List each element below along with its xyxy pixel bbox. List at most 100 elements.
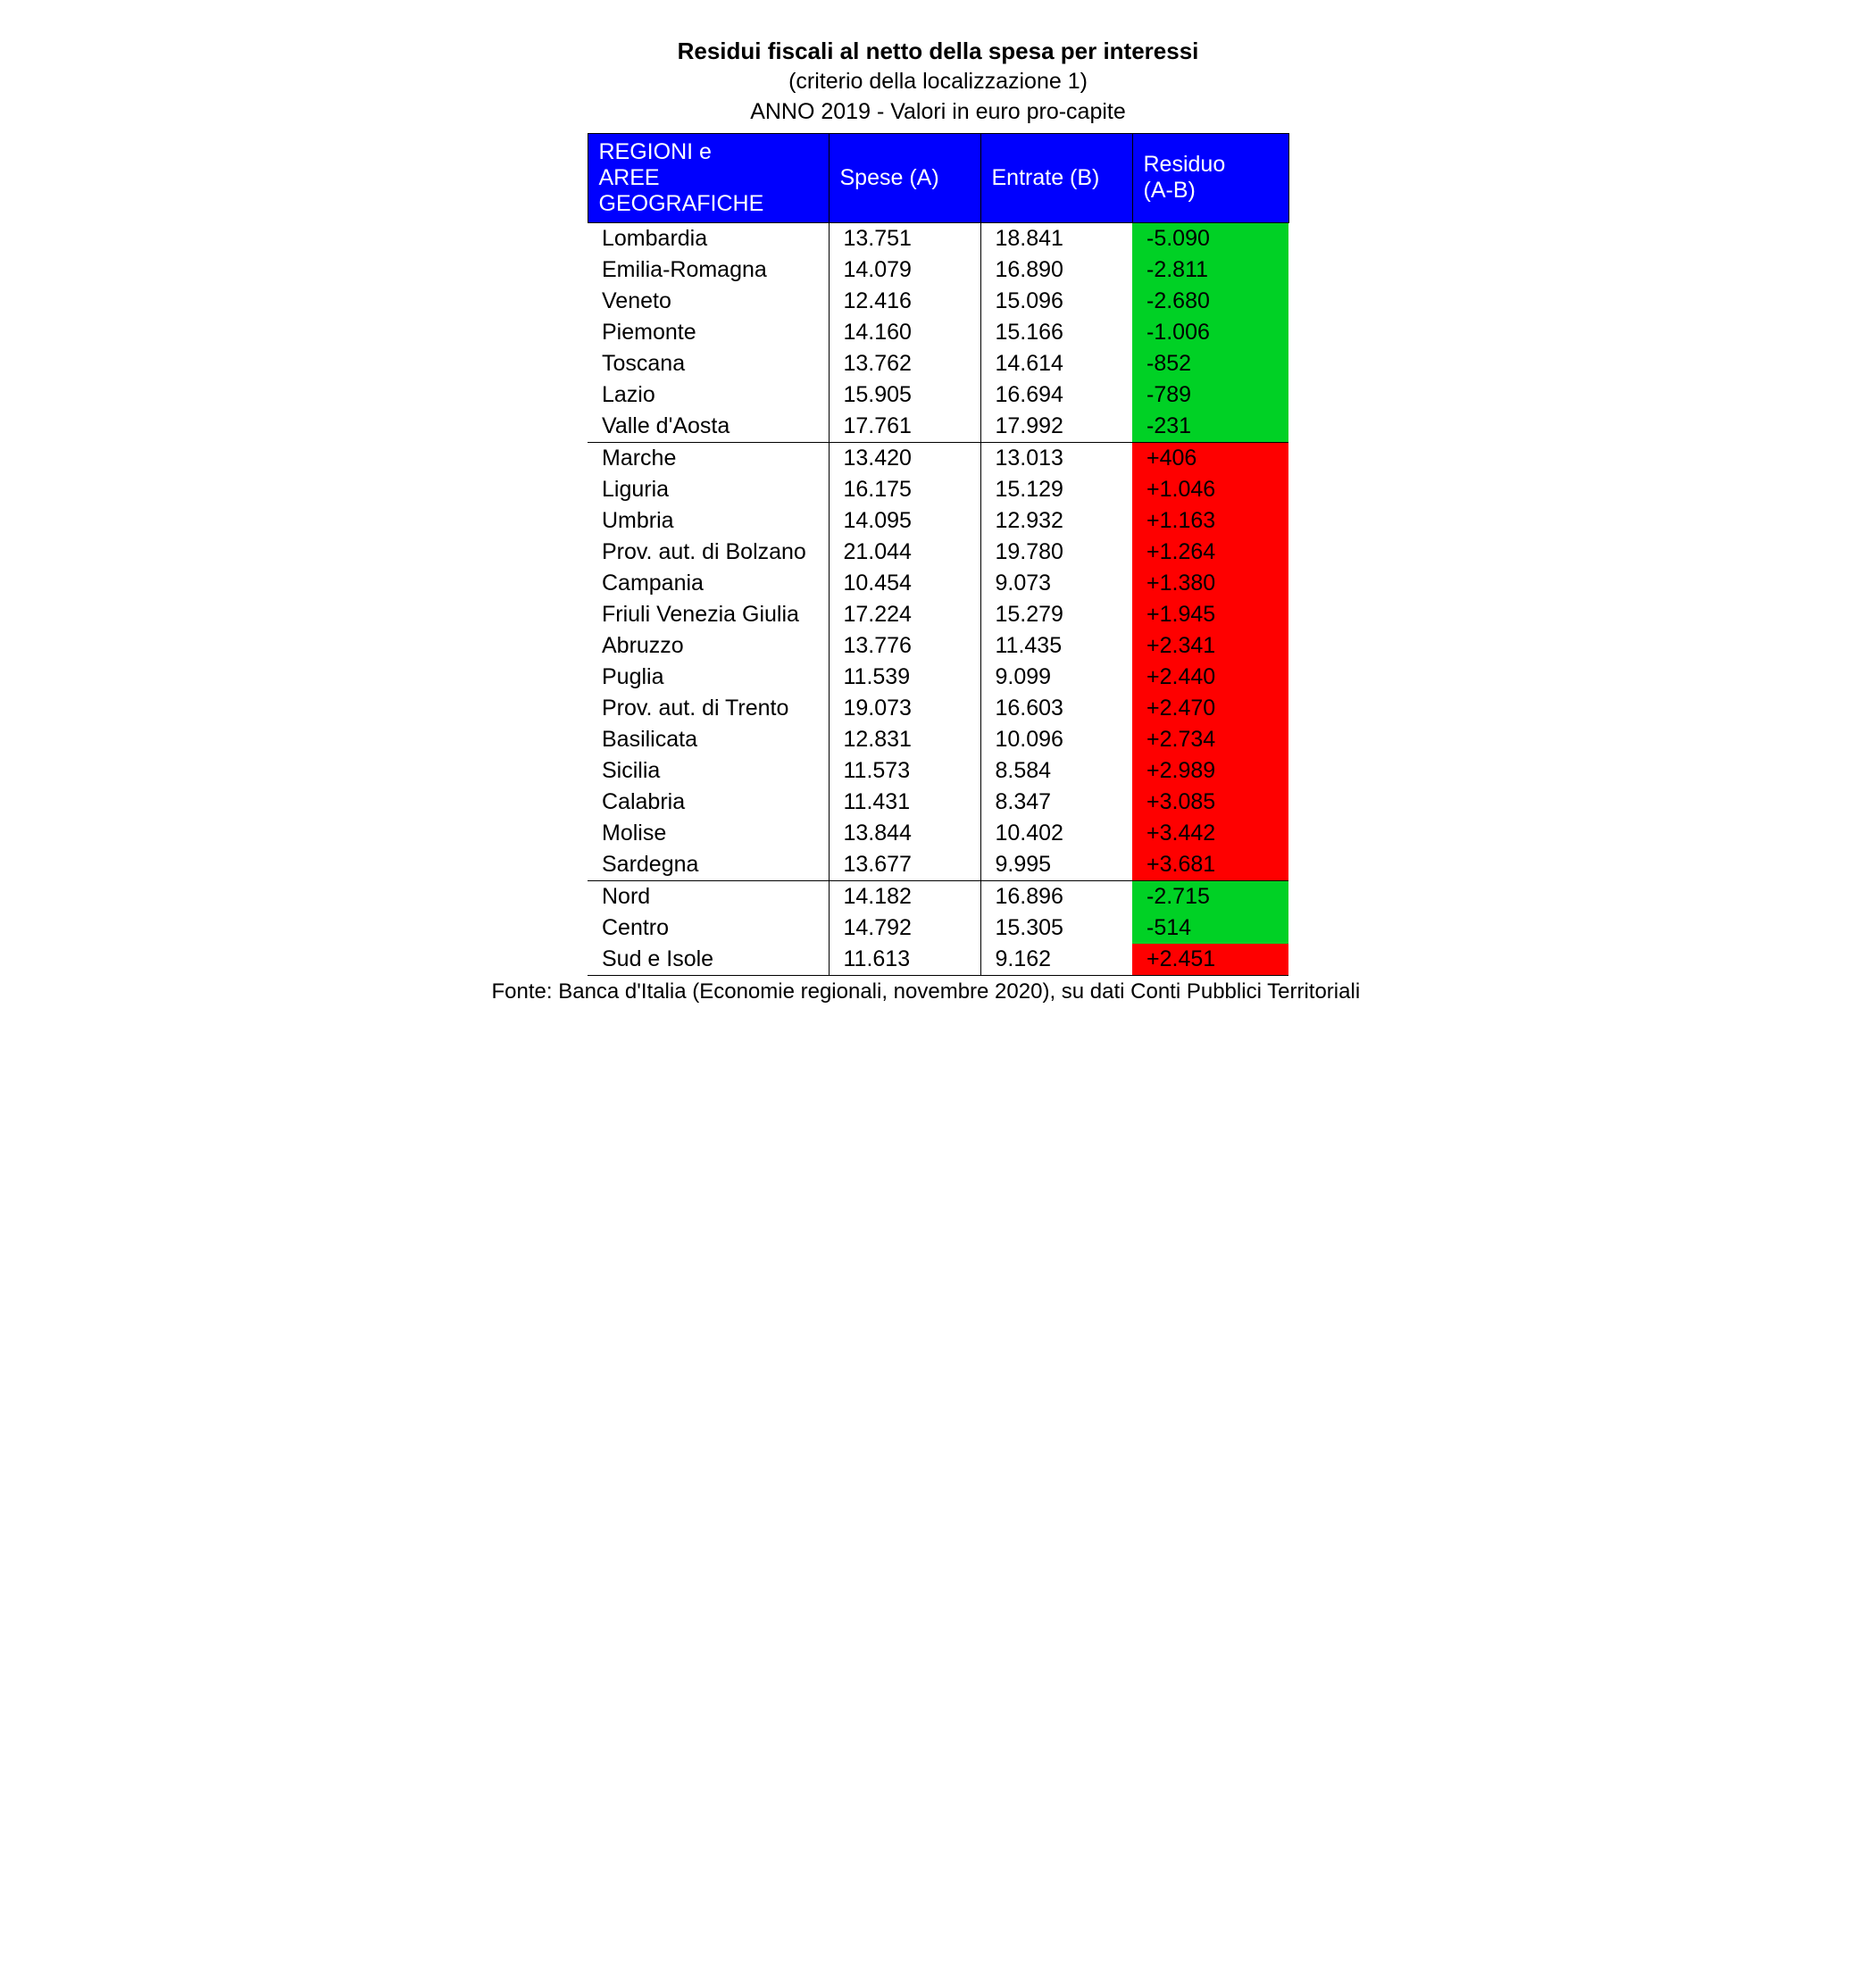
table-row: Prov. aut. di Trento19.07316.603+2.470 (588, 693, 1288, 724)
cell-spese: 14.079 (829, 254, 980, 286)
cell-spese: 14.182 (829, 880, 980, 912)
col-residuo-l2: (A-B) (1144, 178, 1196, 203)
cell-spese: 13.762 (829, 348, 980, 379)
col-region-l2: AREE GEOGRAFICHE (599, 165, 764, 216)
col-residuo-l1: Residuo (1144, 152, 1226, 177)
cell-spese: 11.539 (829, 662, 980, 693)
cell-region: Abruzzo (588, 630, 829, 662)
table-header-row: REGIONI e AREE GEOGRAFICHE Spese (A) Ent… (588, 133, 1288, 222)
cell-region: Lazio (588, 379, 829, 411)
col-residuo: Residuo (A-B) (1132, 133, 1288, 222)
cell-spese: 17.224 (829, 599, 980, 630)
table-row: Marche13.42013.013+406 (588, 442, 1288, 474)
cell-entrate: 16.896 (980, 880, 1132, 912)
table-row: Nord14.18216.896-2.715 (588, 880, 1288, 912)
table-row: Lombardia13.75118.841-5.090 (588, 222, 1288, 254)
col-entrate: Entrate (B) (980, 133, 1132, 222)
cell-region: Nord (588, 880, 829, 912)
cell-spese: 13.677 (829, 849, 980, 881)
residui-table: REGIONI e AREE GEOGRAFICHE Spese (A) Ent… (588, 133, 1289, 976)
cell-residuo: +1.380 (1132, 568, 1288, 599)
cell-residuo: -231 (1132, 411, 1288, 443)
cell-residuo: +1.264 (1132, 537, 1288, 568)
cell-region: Friuli Venezia Giulia (588, 599, 829, 630)
page-subtitle2: ANNO 2019 - Valori in euro pro-capite (492, 97, 1385, 128)
page-title: Residui fiscali al netto della spesa per… (492, 36, 1385, 67)
table-row: Puglia11.5399.099+2.440 (588, 662, 1288, 693)
cell-residuo: -2.715 (1132, 880, 1288, 912)
cell-region: Calabria (588, 787, 829, 818)
cell-residuo: -514 (1132, 912, 1288, 944)
cell-region: Prov. aut. di Trento (588, 693, 829, 724)
table-row: Basilicata12.83110.096+2.734 (588, 724, 1288, 755)
cell-spese: 13.751 (829, 222, 980, 254)
table-row: Toscana13.76214.614-852 (588, 348, 1288, 379)
cell-entrate: 9.995 (980, 849, 1132, 881)
table-row: Sardegna13.6779.995+3.681 (588, 849, 1288, 881)
cell-residuo: -2.680 (1132, 286, 1288, 317)
cell-entrate: 15.279 (980, 599, 1132, 630)
cell-spese: 21.044 (829, 537, 980, 568)
cell-residuo: -852 (1132, 348, 1288, 379)
cell-spese: 14.792 (829, 912, 980, 944)
table-row: Sicilia11.5738.584+2.989 (588, 755, 1288, 787)
cell-entrate: 16.603 (980, 693, 1132, 724)
cell-entrate: 14.614 (980, 348, 1132, 379)
table-row: Valle d'Aosta17.76117.992-231 (588, 411, 1288, 443)
cell-region: Sicilia (588, 755, 829, 787)
cell-entrate: 8.347 (980, 787, 1132, 818)
table-row: Veneto12.41615.096-2.680 (588, 286, 1288, 317)
cell-spese: 19.073 (829, 693, 980, 724)
cell-residuo: +1.163 (1132, 505, 1288, 537)
cell-entrate: 15.129 (980, 474, 1132, 505)
cell-region: Sardegna (588, 849, 829, 881)
table-row: Emilia-Romagna14.07916.890-2.811 (588, 254, 1288, 286)
cell-region: Prov. aut. di Bolzano (588, 537, 829, 568)
cell-spese: 10.454 (829, 568, 980, 599)
cell-region: Marche (588, 442, 829, 474)
cell-entrate: 9.099 (980, 662, 1132, 693)
cell-spese: 13.776 (829, 630, 980, 662)
cell-entrate: 16.694 (980, 379, 1132, 411)
cell-entrate: 13.013 (980, 442, 1132, 474)
page-subtitle1: (criterio della localizzazione 1) (492, 67, 1385, 97)
cell-entrate: 9.162 (980, 944, 1132, 976)
cell-spese: 16.175 (829, 474, 980, 505)
cell-residuo: -789 (1132, 379, 1288, 411)
table-row: Friuli Venezia Giulia17.22415.279+1.945 (588, 599, 1288, 630)
cell-spese: 14.095 (829, 505, 980, 537)
cell-entrate: 17.992 (980, 411, 1132, 443)
cell-spese: 17.761 (829, 411, 980, 443)
cell-entrate: 9.073 (980, 568, 1132, 599)
table-body: Lombardia13.75118.841-5.090Emilia-Romagn… (588, 222, 1288, 975)
cell-spese: 13.844 (829, 818, 980, 849)
cell-entrate: 10.402 (980, 818, 1132, 849)
cell-entrate: 16.890 (980, 254, 1132, 286)
cell-region: Basilicata (588, 724, 829, 755)
cell-residuo: -1.006 (1132, 317, 1288, 348)
cell-spese: 11.431 (829, 787, 980, 818)
cell-region: Emilia-Romagna (588, 254, 829, 286)
title-block: Residui fiscali al netto della spesa per… (492, 36, 1385, 128)
cell-spese: 15.905 (829, 379, 980, 411)
table-row: Lazio15.90516.694-789 (588, 379, 1288, 411)
cell-residuo: +1.945 (1132, 599, 1288, 630)
cell-residuo: +3.442 (1132, 818, 1288, 849)
cell-entrate: 15.166 (980, 317, 1132, 348)
col-region: REGIONI e AREE GEOGRAFICHE (588, 133, 829, 222)
table-row: Prov. aut. di Bolzano21.04419.780+1.264 (588, 537, 1288, 568)
table-row: Campania10.4549.073+1.380 (588, 568, 1288, 599)
cell-region: Centro (588, 912, 829, 944)
cell-entrate: 8.584 (980, 755, 1132, 787)
col-spese: Spese (A) (829, 133, 980, 222)
cell-region: Lombardia (588, 222, 829, 254)
col-region-l1: REGIONI e (599, 139, 712, 164)
cell-residuo: +2.470 (1132, 693, 1288, 724)
cell-entrate: 10.096 (980, 724, 1132, 755)
cell-residuo: -5.090 (1132, 222, 1288, 254)
table-row: Calabria11.4318.347+3.085 (588, 787, 1288, 818)
cell-region: Umbria (588, 505, 829, 537)
table-row: Liguria16.17515.129+1.046 (588, 474, 1288, 505)
cell-spese: 11.573 (829, 755, 980, 787)
cell-residuo: +2.734 (1132, 724, 1288, 755)
